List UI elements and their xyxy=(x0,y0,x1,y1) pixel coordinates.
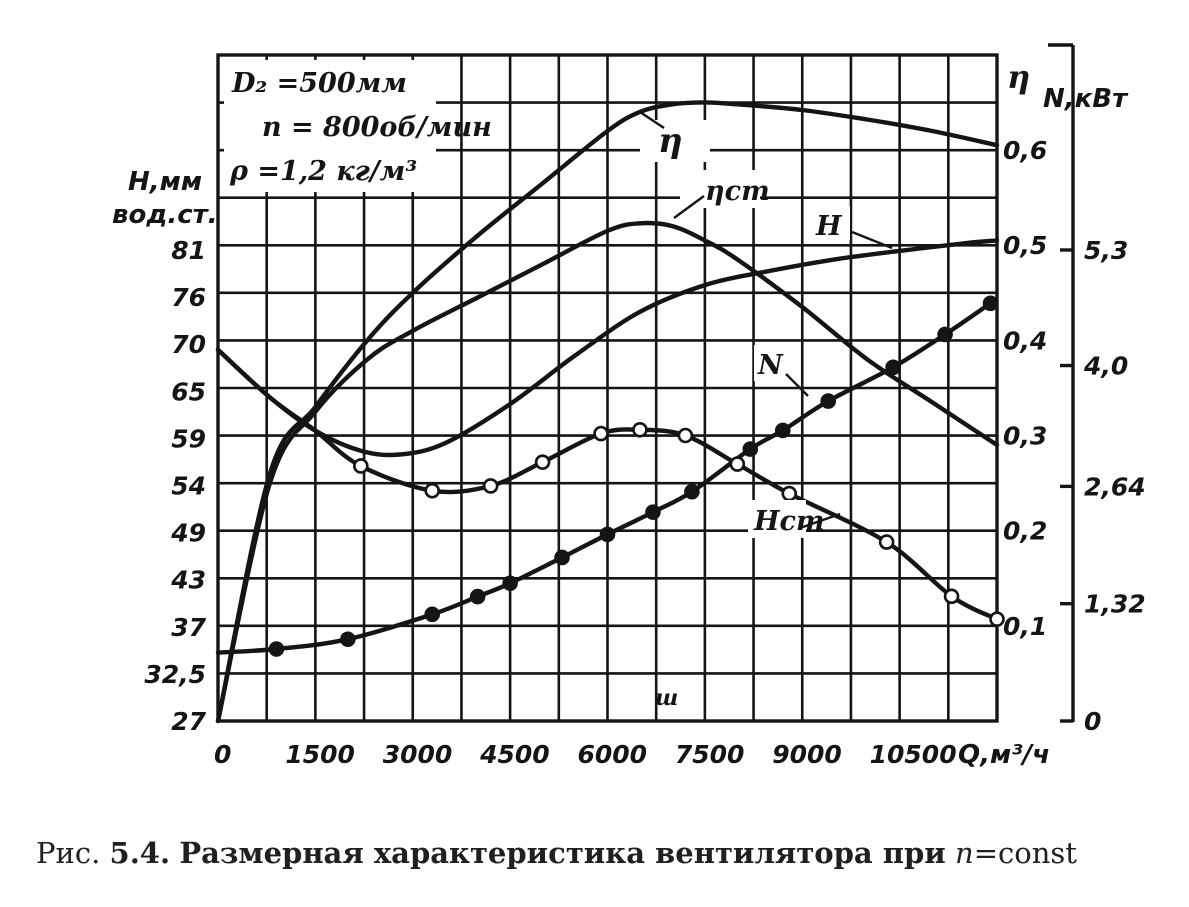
power-axis-label: N,кВт xyxy=(1043,84,1129,114)
caption-variable: n xyxy=(955,836,974,870)
plot-frame xyxy=(216,53,999,723)
eta-tick-label: 0,5 xyxy=(1003,231,1047,260)
h-st-point xyxy=(878,534,895,550)
power-point xyxy=(502,575,518,592)
power-point xyxy=(599,526,616,543)
power-tick-label: 2,64 xyxy=(1084,472,1146,501)
x-tick-label: 7500 xyxy=(675,740,745,769)
x-tick-label: 6000 xyxy=(578,740,648,769)
eta-st-leader xyxy=(673,195,705,219)
power-point xyxy=(554,549,570,566)
power-point xyxy=(937,326,953,343)
eta-leader xyxy=(639,111,665,129)
power-point xyxy=(645,504,661,520)
left-tick-label: 76 xyxy=(171,283,206,312)
left-axis-label-line2: вод.ст. xyxy=(112,200,218,230)
chart-markers xyxy=(268,295,1005,657)
power-tick-label: 5,3 xyxy=(1084,236,1128,265)
x-tick-label: 3000 xyxy=(383,740,453,769)
h-leader xyxy=(851,230,893,250)
x-tick-label: 10500 xyxy=(870,740,957,769)
h-st-point xyxy=(593,425,609,442)
power-point xyxy=(885,359,901,376)
eta-label-backdrop xyxy=(640,120,710,162)
power-curve xyxy=(215,301,993,655)
h-st-point xyxy=(989,611,1005,627)
h-curve xyxy=(215,238,1000,458)
caption-text: Размерная характеристика вентилятора при xyxy=(179,836,946,870)
params-backdrop xyxy=(224,60,436,192)
left-tick-label: 49 xyxy=(170,519,206,548)
caption-prefix: Рис. xyxy=(36,836,101,870)
left-tick-label: 32,5 xyxy=(144,660,206,689)
print-artifact-glyph: ш xyxy=(655,685,678,711)
power-tick-label: 4,0 xyxy=(1083,352,1128,381)
left-tick-label: 43 xyxy=(170,566,206,595)
x-tick-label: 9000 xyxy=(772,740,842,769)
h-st-point xyxy=(781,485,798,502)
power-point xyxy=(268,641,285,657)
n-leader xyxy=(785,373,809,397)
left-tick-label: 70 xyxy=(171,330,206,359)
power-point xyxy=(820,393,837,409)
power-point xyxy=(469,588,486,605)
eta-st-label-backdrop xyxy=(680,170,760,208)
x-axis-label: Q,м³/ч xyxy=(958,740,1050,770)
power-point xyxy=(340,631,356,648)
power-point xyxy=(424,606,441,623)
h-st-point xyxy=(729,456,746,472)
h-st-point xyxy=(424,482,441,499)
power-tick-label: 1,32 xyxy=(1084,590,1146,619)
eta-st-curve xyxy=(215,220,1000,724)
left-tick-label: 54 xyxy=(171,472,206,501)
eta-tick-label: 0,6 xyxy=(1003,136,1047,165)
h-st-point xyxy=(943,588,960,605)
h-label-backdrop xyxy=(810,206,850,240)
h-st-point xyxy=(353,458,369,474)
power-point xyxy=(742,441,759,457)
power-point xyxy=(774,422,791,439)
eta-tick-label: 0,1 xyxy=(1003,612,1047,641)
caption-number: 5.4. xyxy=(109,836,171,870)
x-tick-label: 4500 xyxy=(479,740,550,769)
h-st-point xyxy=(482,478,499,494)
left-axis-label-line1: H,мм xyxy=(128,167,202,197)
eta-tick-label: 0,3 xyxy=(1003,422,1047,451)
power-point xyxy=(982,295,999,312)
h-st-point xyxy=(632,421,648,438)
h-st-label-backdrop xyxy=(748,500,806,538)
eta-tick-label: 0,4 xyxy=(1003,326,1047,355)
param-density: ρ =1,2 кг/м³ xyxy=(229,156,417,187)
eta-tick-label: 0,2 xyxy=(1003,517,1047,546)
left-tick-label: 37 xyxy=(171,613,206,642)
left-tick-label: 65 xyxy=(171,377,206,406)
power-point xyxy=(684,483,700,500)
left-tick-label: 27 xyxy=(171,707,206,736)
eta-curve xyxy=(215,100,1000,724)
figure-caption: Рис. 5.4. Размерная характеристика венти… xyxy=(36,836,1077,870)
n-label-backdrop xyxy=(754,345,790,381)
x-tick-label: 1500 xyxy=(285,740,355,769)
param-speed: n = 800об/мин xyxy=(262,112,492,143)
left-tick-label: 81 xyxy=(171,236,206,265)
x-tick-label: 0 xyxy=(214,740,231,769)
h-st-point xyxy=(534,454,551,470)
power-tick-label: 0 xyxy=(1084,707,1101,736)
h-st-leader xyxy=(799,512,841,530)
eta-axis-label: η xyxy=(1007,58,1030,96)
n-curve-label: N xyxy=(757,350,784,381)
h-st-curve-label: Hст xyxy=(753,506,825,537)
h-st-point xyxy=(677,427,694,444)
chart-tick-labels: 0 1500 3000 4500 6000 7500 9000 10500 27 32,5 37 43… xyxy=(144,136,1145,769)
h-curve-label: H xyxy=(815,211,843,242)
caption-suffix: =const xyxy=(973,836,1077,870)
eta-st-curve-label: ηст xyxy=(705,176,770,207)
left-tick-label: 59 xyxy=(171,424,206,453)
param-diameter: D₂ =500мм xyxy=(231,68,407,99)
